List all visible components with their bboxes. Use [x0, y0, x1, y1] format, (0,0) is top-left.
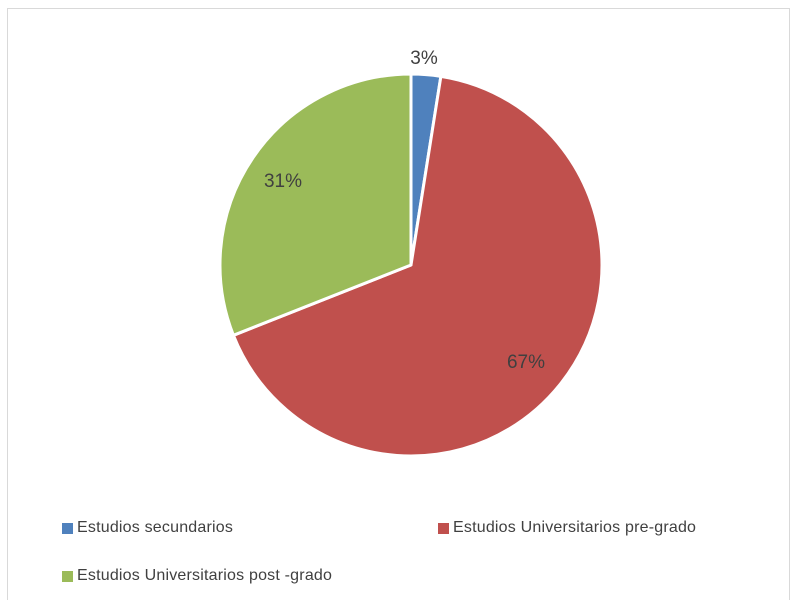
legend-item-pre-grado: Estudios Universitarios pre-grado — [438, 519, 696, 537]
legend-swatch-pre-grado — [438, 523, 449, 534]
legend-swatch-secundarios — [62, 523, 73, 534]
legend-item-secundarios: Estudios secundarios — [62, 519, 233, 537]
pie-slices — [220, 74, 602, 456]
data-label-secundarios: 3% — [410, 48, 438, 69]
legend-label-post-grado: Estudios Universitarios post -grado — [77, 567, 332, 585]
data-label-pre-grado: 67% — [507, 352, 545, 373]
data-label-post-grado: 31% — [264, 171, 302, 192]
legend-item-post-grado: Estudios Universitarios post -grado — [62, 567, 332, 585]
legend-label-pre-grado: Estudios Universitarios pre-grado — [453, 519, 696, 537]
legend-label-secundarios: Estudios secundarios — [77, 519, 233, 537]
legend-swatch-post-grado — [62, 571, 73, 582]
